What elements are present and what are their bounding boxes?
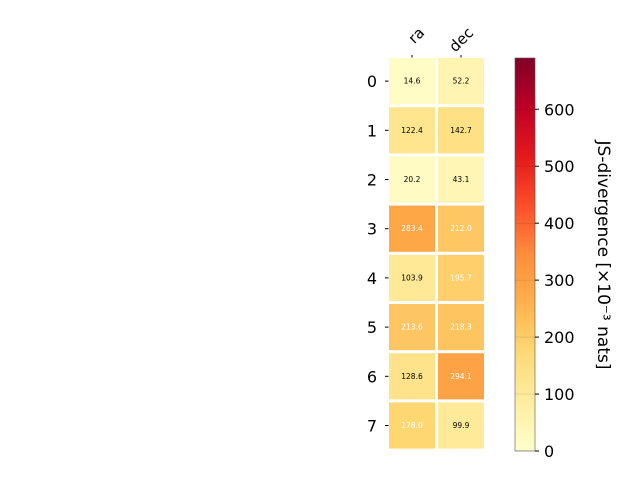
heatmap-cell xyxy=(389,304,435,351)
column-tick-label: ra xyxy=(405,24,429,48)
row-tick-labels: 0 1 2 3 4 5 6 7 xyxy=(367,72,389,436)
heatmap-cell xyxy=(438,205,484,252)
heatmap-cell xyxy=(389,205,435,252)
row-tick-label: 6 xyxy=(367,367,377,386)
heatmap-cell xyxy=(438,58,484,105)
heatmap-cell xyxy=(389,107,435,154)
heatmap-cell-label: 195.7 xyxy=(450,273,472,282)
heatmap-cell xyxy=(389,402,435,449)
row-tick-label: 0 xyxy=(367,72,377,91)
heatmap-cell xyxy=(389,58,435,105)
colorbar-gradient xyxy=(514,57,536,452)
colorbar-tick-label: 300 xyxy=(544,271,575,290)
colorbar-label: JS-divergence [×10⁻³ nats] xyxy=(593,140,613,370)
heatmap-cell-label: 43.1 xyxy=(453,175,470,184)
heatmap-cell-label: 294.1 xyxy=(450,372,472,381)
heatmap-cell xyxy=(389,254,435,301)
heatmap-cell-label: 283.4 xyxy=(401,224,423,233)
heatmap-cell-label: 213.6 xyxy=(401,323,423,332)
colorbar: 0 100 200 300 400 500 600 xyxy=(514,57,575,461)
heatmap-cell xyxy=(438,402,484,449)
heatmap-cell-label: 103.9 xyxy=(401,273,423,282)
heatmap-cell xyxy=(438,254,484,301)
heatmap-cell-label: 218.3 xyxy=(450,323,472,332)
row-tick-label: 3 xyxy=(367,220,377,239)
heatmap-cell-label: 142.7 xyxy=(450,126,472,135)
row-tick-label: 1 xyxy=(367,121,377,140)
heatmap-cell xyxy=(389,156,435,203)
heatmap-cell-label: 128.6 xyxy=(401,372,423,381)
heatmap-cell-label: 99.9 xyxy=(453,421,470,430)
column-tick-label: dec xyxy=(445,24,477,56)
colorbar-tick-label: 400 xyxy=(544,214,575,233)
colorbar-tick-label: 0 xyxy=(544,442,554,461)
row-tick-label: 7 xyxy=(367,417,377,436)
heatmap-cell-label: 52.2 xyxy=(453,77,470,86)
heatmap-cell-label: 212.0 xyxy=(450,224,472,233)
heatmap-cell-label: 122.4 xyxy=(401,126,423,135)
row-tick-label: 2 xyxy=(367,171,377,190)
heatmap-cells xyxy=(389,58,484,449)
colorbar-tick-label: 600 xyxy=(544,100,575,119)
row-tick-label: 4 xyxy=(367,269,377,288)
heatmap-cell-label: 178.0 xyxy=(401,421,423,430)
colorbar-tick-label: 100 xyxy=(544,385,575,404)
heatmap-cell xyxy=(438,107,484,154)
heatmap-cell xyxy=(438,156,484,203)
colorbar-tick-label: 200 xyxy=(544,328,575,347)
colorbar-tick-label: 500 xyxy=(544,157,575,176)
heatmap-cell-labels: 14.6 52.2 122.4 142.7 20.2 43.1 283.4 212.0 103.… xyxy=(401,77,472,430)
heatmap-cell-label: 20.2 xyxy=(404,175,421,184)
heatmap-cell xyxy=(438,304,484,351)
column-tick-labels: ra dec xyxy=(405,24,477,58)
heatmap-cell-label: 14.6 xyxy=(404,77,421,86)
heatmap-cell xyxy=(389,353,435,400)
row-tick-label: 5 xyxy=(367,318,377,337)
heatmap-cell xyxy=(438,353,484,400)
